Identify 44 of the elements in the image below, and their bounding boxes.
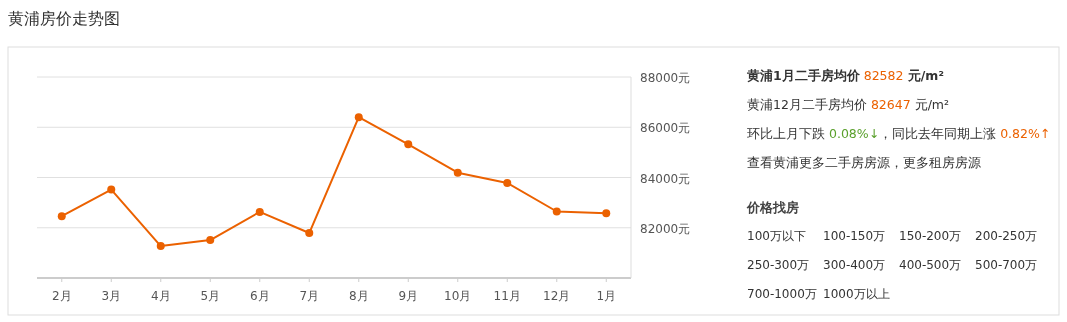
text: 价格找房	[746, 200, 799, 215]
point	[107, 185, 116, 194]
x-tick-label: 8月	[348, 289, 369, 303]
x-tick-label: 1月	[596, 289, 617, 303]
x-tick-label: 3月	[101, 289, 122, 303]
x-tick-label: 7月	[299, 289, 320, 303]
point	[503, 179, 512, 188]
x-tick-label: 6月	[249, 289, 270, 303]
y-tick-label: 86000元	[640, 121, 691, 136]
text: 150-200万	[899, 229, 962, 243]
text: 200-250万	[975, 229, 1038, 243]
y-tick-label: 84000元	[640, 171, 691, 186]
point	[354, 113, 363, 122]
text: 黄浦1月二手房均价 82582 元/m²	[746, 68, 944, 83]
text: 1000万以上	[823, 287, 890, 301]
text: 100万以下	[747, 229, 806, 243]
text: 100-150万	[823, 229, 886, 243]
point	[57, 212, 66, 221]
text: 300-400万	[823, 258, 886, 272]
chart-title: 黄浦房价走势图	[8, 9, 120, 28]
text: 环比上月下跌 0.08%↓，同比去年同期上涨 0.82%↑	[747, 126, 1051, 141]
text: 400-500万	[899, 258, 962, 272]
text: 500-700万	[975, 258, 1038, 272]
x-tick-label: 9月	[398, 289, 419, 303]
point	[156, 242, 165, 251]
point	[404, 140, 413, 149]
y-tick-label: 82000元	[640, 221, 691, 236]
x-tick-label: 11月	[493, 289, 521, 303]
x-tick-label: 12月	[543, 289, 571, 303]
point	[552, 207, 561, 216]
x-tick-label: 4月	[150, 289, 171, 303]
point	[305, 229, 314, 238]
point	[453, 168, 462, 177]
point	[255, 207, 264, 216]
point	[206, 236, 215, 245]
point	[602, 209, 611, 218]
x-tick-label: 5月	[200, 289, 221, 303]
text: 250-300万	[747, 258, 810, 272]
x-tick-label: 2月	[51, 289, 72, 303]
text: 黄浦12月二手房均价 82647 元/m²	[747, 97, 950, 112]
y-tick-label: 88000元	[640, 71, 691, 85]
x-tick-label: 10月	[444, 289, 472, 303]
text: 700-1000万	[747, 287, 817, 301]
text: 查看黄浦更多二手房房源，更多租房房源	[747, 155, 981, 170]
